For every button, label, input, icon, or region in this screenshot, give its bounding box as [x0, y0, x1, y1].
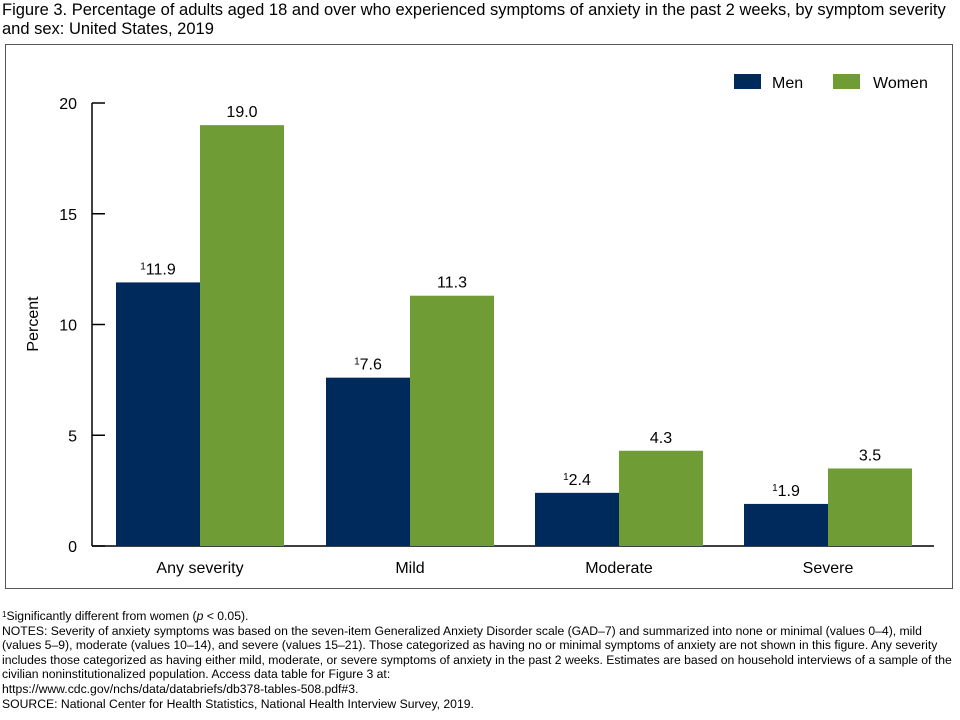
data-label-value: 7.6	[360, 357, 382, 374]
y-tick-label: 15	[59, 207, 77, 224]
y-tick-label: 20	[59, 96, 77, 113]
x-tick-label: Moderate	[585, 560, 653, 577]
notes-text: NOTES: Severity of anxiety symptoms was …	[2, 623, 952, 682]
bars	[116, 125, 912, 547]
bar-men	[744, 503, 828, 546]
bar-women	[828, 468, 912, 546]
x-tick-label: Any severity	[156, 560, 243, 577]
source-text: SOURCE: National Center for Health Stati…	[2, 696, 474, 711]
data-label-value: 19.0	[226, 104, 257, 121]
bar-women	[619, 450, 703, 546]
data-label-value: 4.3	[650, 430, 672, 447]
legend-swatch-women	[833, 74, 860, 89]
y-axis-label: Percent	[25, 296, 42, 352]
data-label: 3.5	[859, 447, 881, 464]
legend: Men Women	[734, 74, 928, 92]
data-label-value: 11.9	[146, 261, 176, 278]
footnote-marker: 1	[2, 610, 7, 619]
footnote-marker: 1	[772, 483, 778, 494]
y-tick-label: 5	[68, 428, 77, 445]
bar-men	[535, 492, 619, 546]
data-label: 11.3	[437, 275, 467, 292]
bar-women	[410, 295, 494, 546]
data-label-value: 1.9	[778, 483, 800, 500]
footnote-marker: 1	[354, 357, 360, 368]
data-label: 17.6	[354, 357, 382, 374]
bar-chart: 0 5 10 15 20 Any severity Mild Moderate Severe 1…	[25, 74, 934, 577]
chart-frame: 0 5 10 15 20 Any severity Mild Moderate Severe 1…	[5, 44, 953, 589]
footnote-marker: 1	[140, 261, 146, 272]
data-label: 111.9	[140, 261, 176, 278]
figure-title: Figure 3. Percentage of adults aged 18 a…	[2, 1, 946, 38]
footnote: 1Significantly different from women (p <…	[2, 609, 249, 623]
legend-label-women: Women	[873, 75, 928, 92]
data-label: 4.3	[650, 430, 672, 447]
notes: 1Significantly different from women (p <…	[2, 609, 958, 711]
bar-men	[326, 377, 410, 546]
legend-swatch-men	[734, 74, 761, 89]
bar-men	[116, 282, 200, 546]
footnote-marker: 1	[563, 472, 569, 483]
data-label: 12.4	[563, 472, 591, 489]
x-tick-label: Severe	[803, 560, 854, 577]
data-label: 11.9	[772, 483, 800, 500]
legend-label-men: Men	[772, 75, 803, 92]
data-label-value: 11.3	[437, 275, 467, 292]
data-label: 19.0	[226, 104, 257, 121]
data-label-value: 3.5	[859, 447, 881, 464]
y-tick-label: 10	[59, 318, 77, 335]
data-label-value: 2.4	[569, 472, 591, 489]
data-labels: 111.917.612.4 11.919.011.34.33.5	[140, 104, 881, 500]
y-tick-label: 0	[68, 539, 77, 556]
data-table-link[interactable]: https://www.cdc.gov/nchs/data/databriefs…	[2, 681, 359, 696]
bar-women	[200, 125, 284, 547]
x-tick-label: Mild	[395, 560, 424, 577]
